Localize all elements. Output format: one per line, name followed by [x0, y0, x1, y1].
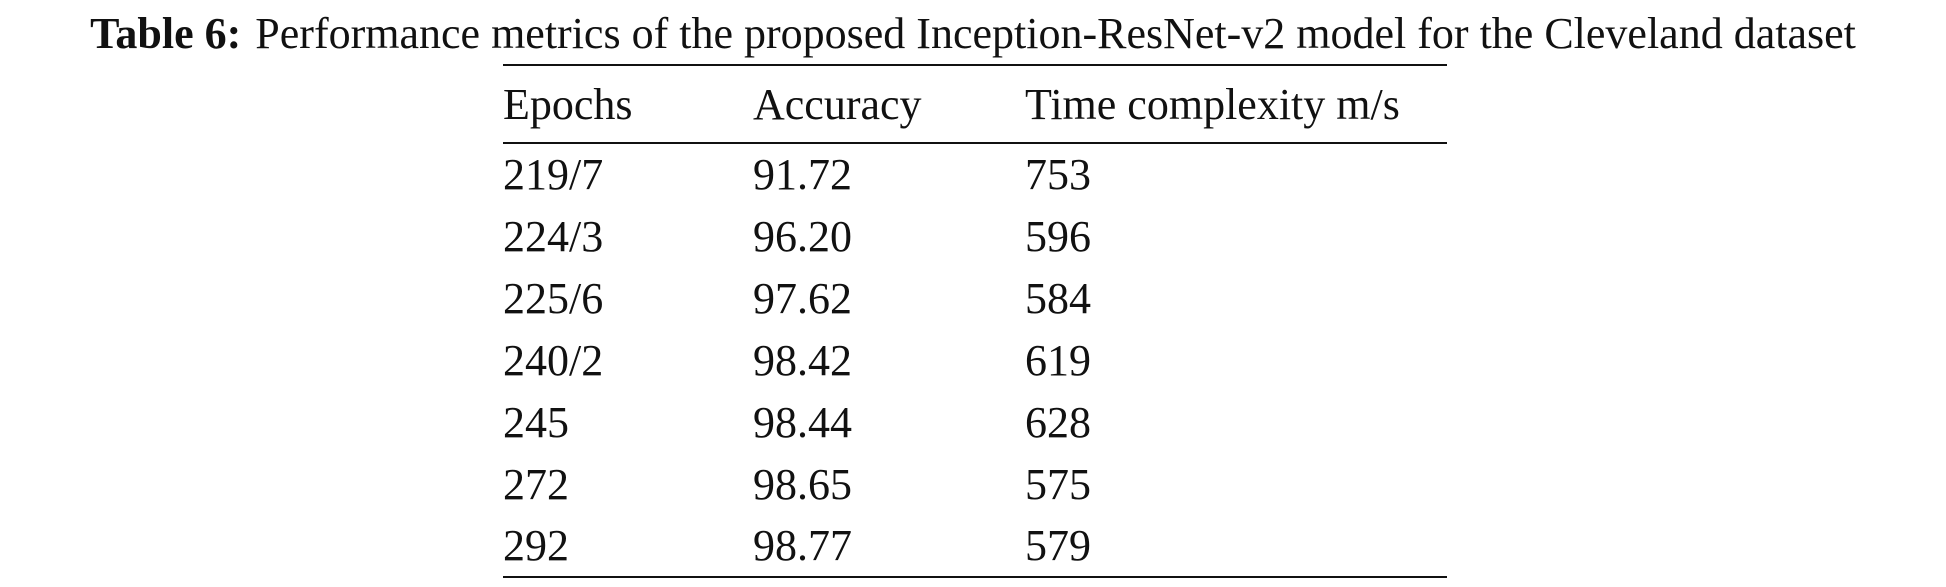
cell-time-complexity: 584	[1025, 273, 1091, 323]
table-row: 292 98.77 579	[503, 515, 1447, 577]
table-row: 225/6 97.62 584	[503, 267, 1447, 329]
cell-epochs: 240/2	[503, 335, 604, 385]
cell-epochs: 292	[503, 521, 569, 570]
caption-text: Performance metrics of the proposed Ince…	[255, 9, 1856, 58]
cell-accuracy: 96.20	[753, 211, 852, 261]
table-caption: Table 6: Performance metrics of the propo…	[0, 6, 1946, 62]
caption-label: Table 6:	[90, 9, 242, 58]
cell-epochs: 272	[503, 459, 569, 509]
cell-accuracy: 98.65	[753, 459, 852, 509]
cell-accuracy: 98.42	[753, 335, 852, 385]
cell-epochs: 245	[503, 397, 569, 447]
header-time-complexity: Time complexity m/s	[1025, 79, 1400, 129]
cell-time-complexity: 575	[1025, 459, 1091, 509]
table-body: 219/7 91.72 753 224/3 96.20 596 225/6 97…	[503, 143, 1447, 577]
cell-time-complexity: 579	[1025, 521, 1091, 570]
cell-time-complexity: 596	[1025, 211, 1091, 261]
cell-accuracy: 98.77	[753, 521, 852, 570]
table-row: 224/3 96.20 596	[503, 205, 1447, 267]
table-header: Epochs Accuracy Time complexity m/s	[503, 65, 1447, 143]
cell-epochs: 225/6	[503, 273, 604, 323]
table-row: 219/7 91.72 753	[503, 143, 1447, 205]
cell-accuracy: 98.44	[753, 397, 852, 447]
results-table: Epochs Accuracy Time complexity m/s 219/…	[503, 64, 1447, 578]
cell-accuracy: 97.62	[753, 273, 852, 323]
cell-time-complexity: 628	[1025, 397, 1091, 447]
cell-time-complexity: 619	[1025, 335, 1091, 385]
cell-epochs: 219/7	[503, 150, 604, 199]
cell-time-complexity: 753	[1025, 150, 1091, 199]
header-row: Epochs Accuracy Time complexity m/s	[503, 65, 1447, 143]
cell-accuracy: 91.72	[753, 150, 852, 199]
header-accuracy: Accuracy	[753, 79, 922, 129]
cell-epochs: 224/3	[503, 211, 604, 261]
table-row: 240/2 98.42 619	[503, 329, 1447, 391]
table-row: 272 98.65 575	[503, 453, 1447, 515]
header-epochs: Epochs	[503, 79, 633, 129]
table-row: 245 98.44 628	[503, 391, 1447, 453]
